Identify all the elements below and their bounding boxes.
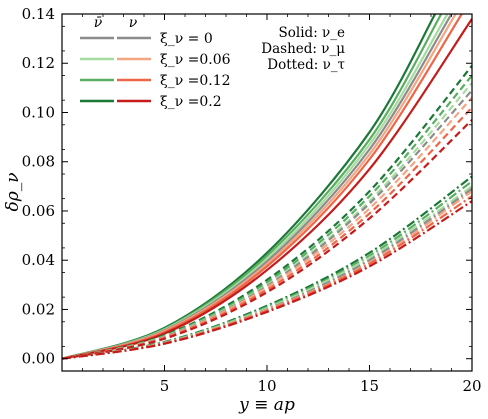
series-line-nu_tau-nu-0p12 <box>62 195 472 360</box>
series-line-nu_mu-nubar-0p2 <box>62 65 472 360</box>
legend-label: ξ_ν =0.06 <box>160 52 231 68</box>
y-tick-label: 0.02 <box>22 300 55 318</box>
legend-header-nubar: ν̄ <box>94 15 103 31</box>
legend-label: ξ_ν =0.2 <box>160 94 222 110</box>
series-line-nu_tau-nu-0p2 <box>62 200 472 360</box>
series-layer <box>62 14 472 360</box>
y-tick-label: 0.00 <box>22 350 55 368</box>
x-tick-label: 15 <box>360 377 379 395</box>
note-dotted: Dotted: ν_τ <box>267 57 345 73</box>
x-tick-label: 20 <box>462 377 481 395</box>
series-line-nu_e-nubar-0p06 <box>62 14 449 360</box>
y-tick-label: 0.10 <box>22 103 55 121</box>
series-line-nu_mu-nu-0p06 <box>62 96 472 360</box>
series-line-nu_mu-nubar-0p06 <box>62 82 472 360</box>
series-line-nu_tau-nubar-0p06 <box>62 185 472 360</box>
series-line-nu_mu-nu-0p2 <box>62 119 472 360</box>
ticks-layer: 5 10 15 20 0.00 0.02 0.04 0.06 0.08 0.10 0.12 0.14 <box>22 5 482 395</box>
series-line-nu_e-both-0 <box>62 14 453 360</box>
x-tick-label: 10 <box>257 377 276 395</box>
note-solid: Solid: ν_e <box>279 25 345 41</box>
y-tick-label: 0.14 <box>22 5 55 23</box>
line-style-note: Solid: ν_e Dashed: ν_μ Dotted: ν_τ <box>261 25 345 73</box>
series-line-nu_tau-both-0 <box>62 187 472 360</box>
x-axis-label: y ≡ ap <box>238 395 295 415</box>
series-line-nu_mu-both-0 <box>62 89 472 360</box>
legend: ν̄ ν ξ_ν = 0 ξ_ν =0.06 ξ_ν =0.12 ξ_ν =0.2 <box>80 15 231 110</box>
series-line-nu_e-nu-0p06 <box>62 14 457 360</box>
series-line-nu_e-nubar-0p12 <box>62 14 443 360</box>
y-tick-label: 0.12 <box>22 54 55 72</box>
x-tick-label: 5 <box>160 377 170 395</box>
y-tick-label: 0.08 <box>22 153 55 171</box>
legend-label: ξ_ν =0.12 <box>160 73 231 89</box>
legend-rows: ξ_ν = 0 ξ_ν =0.06 ξ_ν =0.12 ξ_ν =0.2 <box>80 31 231 110</box>
series-line-nu_mu-nubar-0p12 <box>62 74 472 360</box>
legend-label: ξ_ν = 0 <box>160 31 213 47</box>
series-line-nu_tau-nu-0p06 <box>62 190 472 360</box>
legend-header-nu: ν <box>129 15 138 31</box>
y-axis-label: δρ_ν <box>3 172 23 211</box>
y-tick-label: 0.04 <box>22 251 55 269</box>
note-dashed: Dashed: ν_μ <box>261 41 345 57</box>
y-tick-label: 0.06 <box>22 202 55 220</box>
series-line-nu_mu-nu-0p12 <box>62 106 472 360</box>
